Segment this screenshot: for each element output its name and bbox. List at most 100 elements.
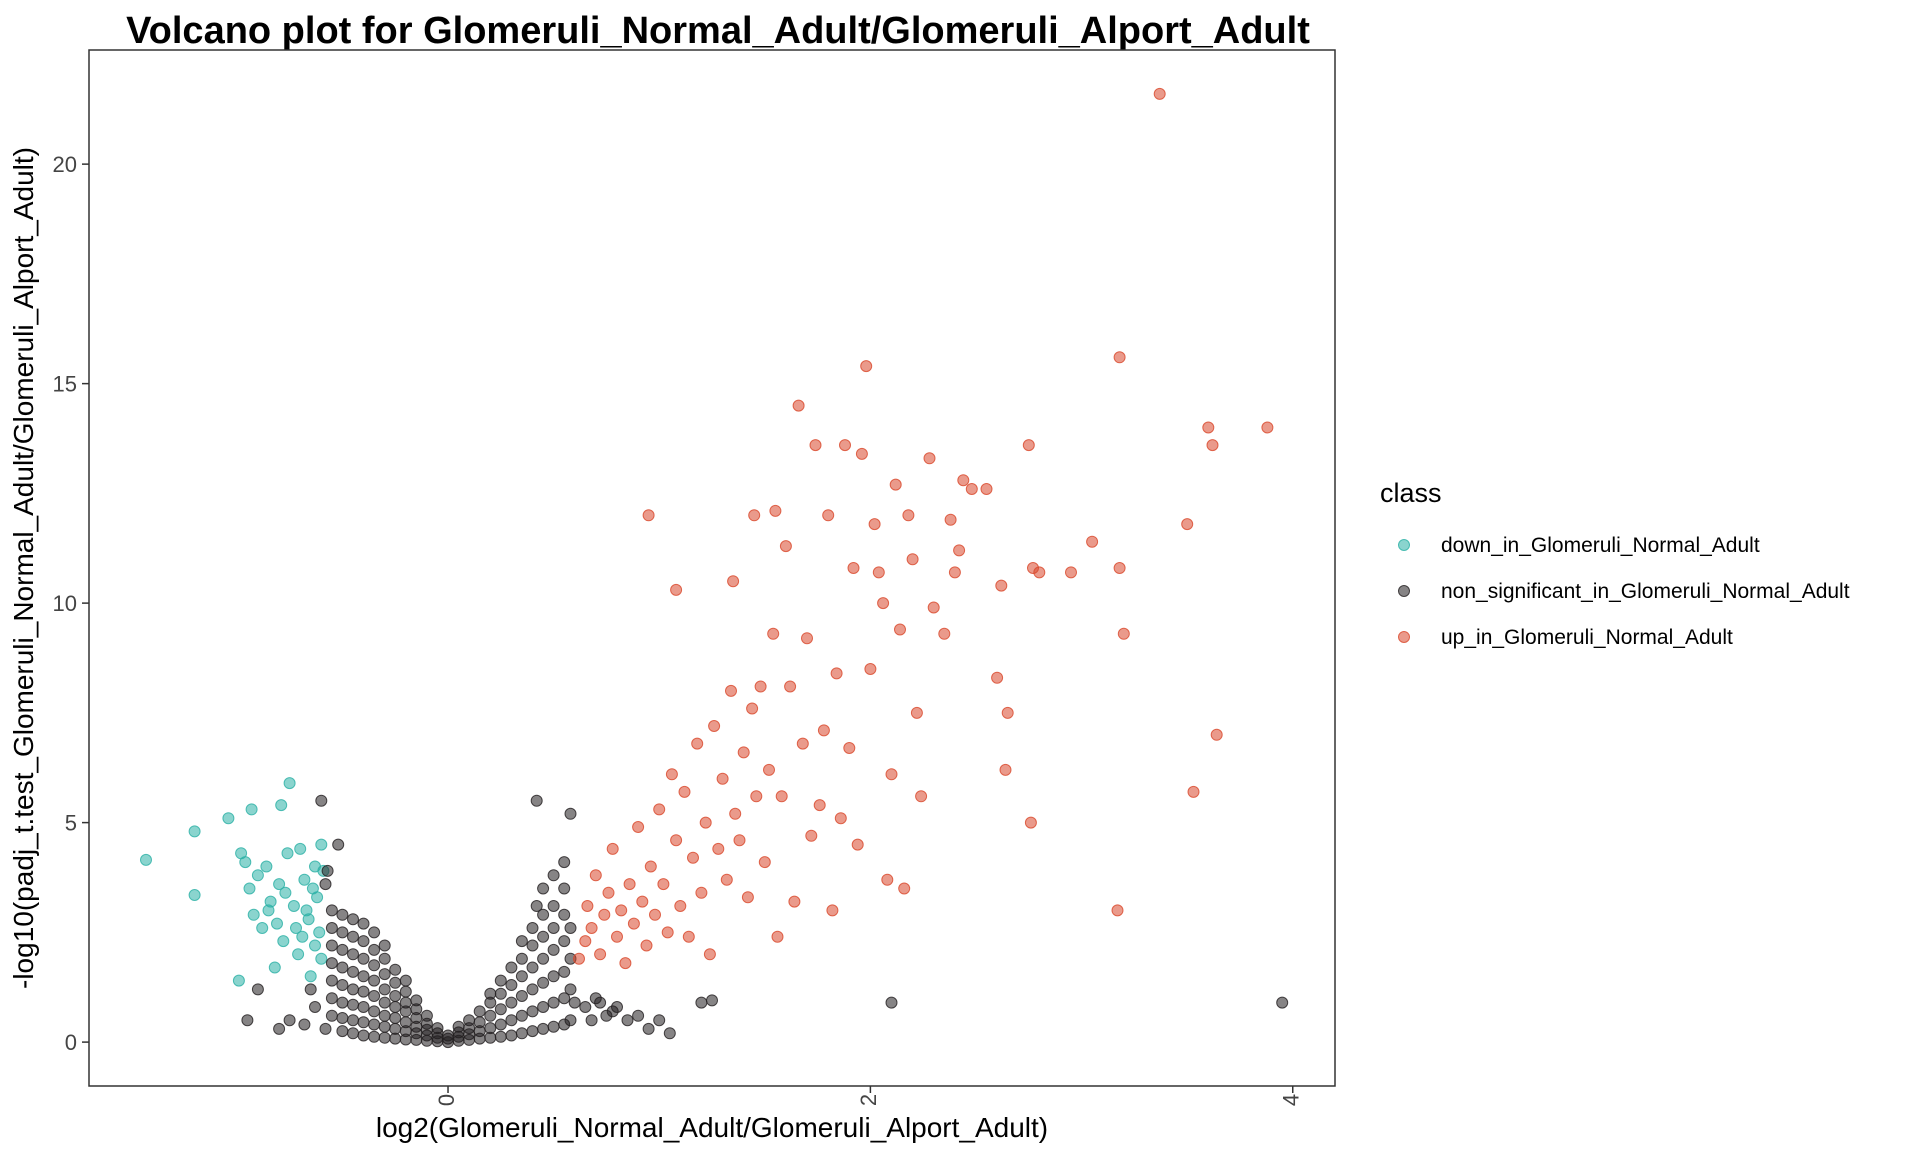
data-point: [1024, 816, 1037, 829]
data-point: [515, 952, 528, 965]
data-point: [494, 974, 507, 987]
data-point: [357, 985, 370, 998]
data-point: [399, 974, 412, 987]
data-point: [716, 772, 729, 785]
data-point: [619, 957, 632, 970]
data-point: [368, 1018, 381, 1031]
data-point: [526, 1025, 539, 1038]
data-point: [585, 1014, 598, 1027]
data-point: [860, 360, 873, 373]
data-point: [1202, 421, 1215, 434]
data-point: [399, 996, 412, 1009]
data-point: [526, 922, 539, 934]
data-point: [537, 930, 550, 943]
data-point: [505, 961, 518, 974]
data-point: [399, 1016, 412, 1029]
data-point: [649, 908, 661, 921]
data-point: [473, 1016, 486, 1029]
data-point: [944, 513, 957, 526]
data-point: [725, 684, 737, 697]
data-point: [953, 544, 966, 557]
data-point: [547, 900, 560, 912]
data-point: [568, 996, 581, 1009]
y-tick-label: 0: [65, 1030, 77, 1055]
data-point: [188, 825, 201, 838]
data-point: [1206, 439, 1219, 452]
data-point: [957, 474, 970, 487]
data-point: [851, 838, 864, 851]
data-point: [674, 900, 687, 912]
data-point: [494, 987, 507, 1000]
data-point: [1276, 996, 1289, 1009]
data-point: [691, 737, 704, 750]
data-point: [670, 583, 683, 596]
data-point: [915, 790, 928, 803]
data-point: [537, 952, 550, 965]
data-point: [733, 834, 746, 847]
data-point: [585, 922, 598, 934]
data-point: [1117, 627, 1130, 640]
data-point: [357, 917, 370, 930]
data-point: [881, 873, 894, 886]
data-point: [245, 803, 258, 816]
data-point: [758, 856, 771, 869]
data-point: [420, 1009, 433, 1022]
data-point: [484, 1009, 497, 1022]
data-point: [332, 838, 345, 851]
data-point: [805, 829, 818, 842]
data-point: [188, 889, 201, 901]
data-point: [817, 724, 830, 737]
data-point: [410, 994, 423, 1007]
data-point: [847, 562, 860, 574]
data-point: [515, 970, 528, 983]
data-point: [640, 939, 653, 952]
data-point: [537, 882, 550, 895]
data-point: [357, 1029, 370, 1042]
data-point: [309, 939, 321, 952]
data-point: [980, 483, 993, 495]
data-point: [319, 878, 332, 891]
data-point: [1181, 518, 1194, 531]
data-point: [243, 882, 256, 895]
data-point: [281, 847, 294, 860]
x-tick-label: 4: [1279, 1094, 1304, 1106]
data-point: [347, 983, 359, 996]
data-point: [298, 873, 311, 886]
data-point: [494, 1003, 507, 1016]
data-point: [389, 1001, 402, 1013]
data-point: [241, 1014, 254, 1027]
data-point: [653, 1014, 666, 1027]
data-point: [792, 399, 805, 412]
data-point: [621, 1014, 634, 1027]
legend-title: class: [1380, 478, 1442, 508]
data-point: [283, 777, 296, 790]
data-point: [505, 1014, 518, 1027]
data-point: [368, 1030, 381, 1043]
data-point: [505, 1029, 518, 1042]
data-point: [558, 992, 571, 1005]
data-point: [292, 948, 305, 961]
data-point: [834, 812, 847, 825]
data-point: [357, 952, 370, 965]
data-point: [1153, 87, 1166, 100]
data-point: [839, 439, 851, 452]
legend-key: [1398, 539, 1410, 551]
data-point: [336, 926, 349, 939]
data-point: [784, 680, 797, 693]
data-point: [347, 998, 359, 1011]
data-point: [222, 812, 235, 825]
data-point: [695, 996, 708, 1009]
data-point: [378, 1020, 391, 1033]
data-point: [636, 895, 649, 908]
data-point: [746, 702, 759, 715]
data-point: [389, 963, 402, 976]
data-point: [872, 566, 885, 579]
data-point: [598, 908, 611, 921]
data-point: [452, 1020, 465, 1033]
data-point: [558, 965, 571, 978]
data-point: [515, 1009, 528, 1022]
data-point: [336, 943, 349, 956]
data-point: [632, 821, 645, 833]
data-point: [564, 922, 577, 934]
data-point: [999, 763, 1012, 776]
